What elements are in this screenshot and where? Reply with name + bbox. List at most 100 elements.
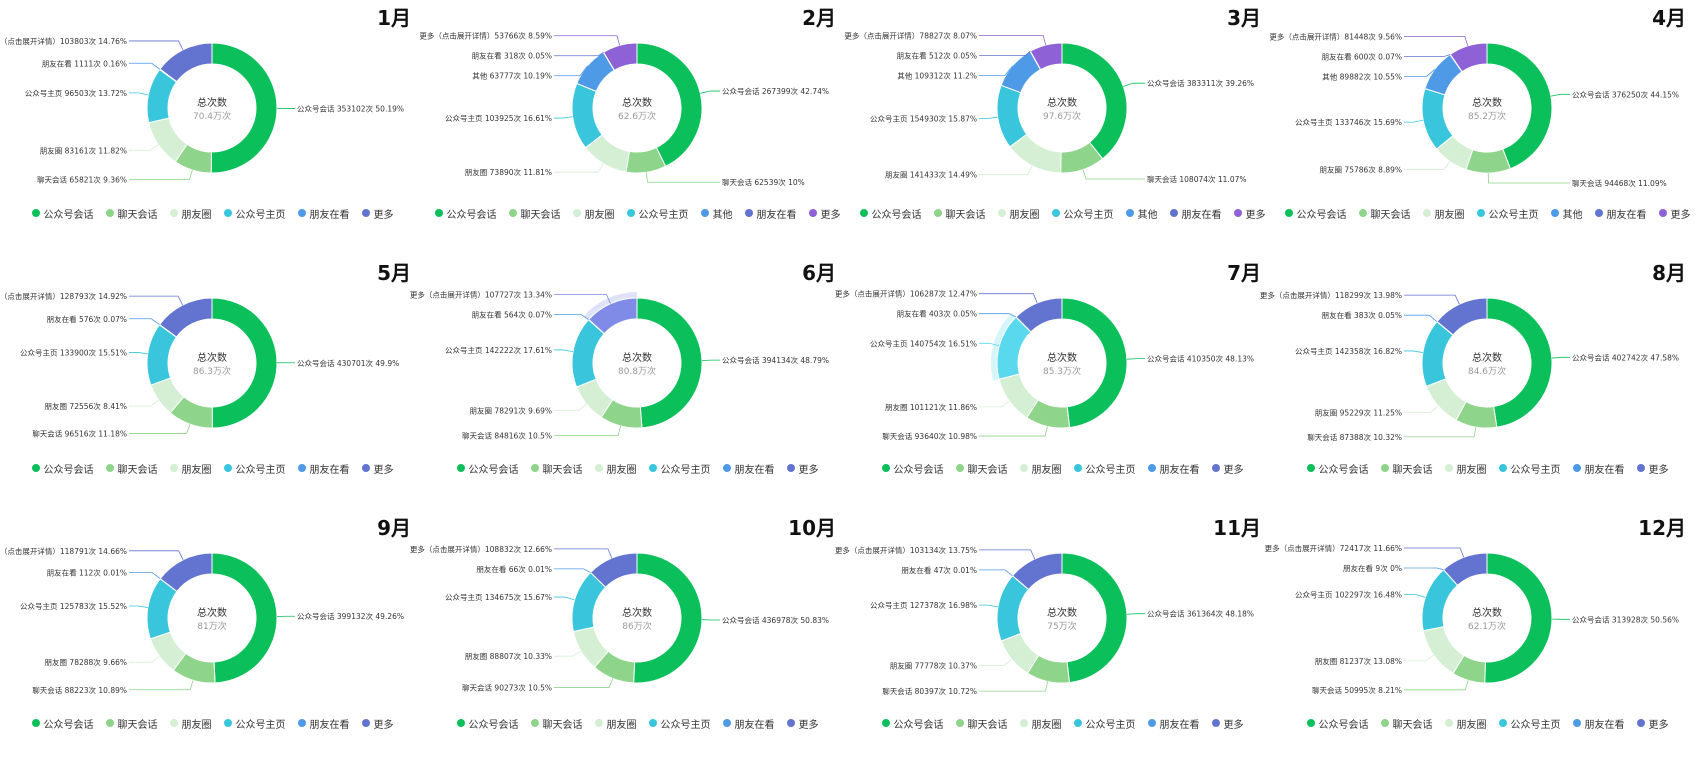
legend-item[interactable]: 公众号主页 — [1051, 206, 1114, 221]
donut-slice[interactable] — [1442, 552, 1488, 587]
donut-slice[interactable] — [1015, 297, 1063, 333]
donut-slice[interactable] — [159, 42, 213, 83]
legend-item[interactable]: 公众号会话 — [434, 206, 497, 221]
legend-item[interactable]: 其他 — [1125, 206, 1158, 221]
legend-item[interactable]: 朋友在看 — [1147, 461, 1200, 476]
donut-slice[interactable] — [636, 297, 703, 429]
legend-item[interactable]: 聊天会话 — [1358, 206, 1411, 221]
legend-item[interactable]: 公众号会话 — [456, 716, 519, 731]
legend-item[interactable]: 聊天会话 — [105, 461, 158, 476]
legend-item[interactable]: 聊天会话 — [955, 716, 1008, 731]
legend-item[interactable]: 朋友在看 — [1169, 206, 1222, 221]
legend-item[interactable]: 公众号会话 — [1284, 206, 1347, 221]
legend-item[interactable]: 聊天会话 — [955, 461, 1008, 476]
legend-item[interactable]: 朋友在看 — [722, 716, 775, 731]
legend-item[interactable]: 公众号主页 — [223, 716, 286, 731]
legend-item[interactable]: 更多 — [786, 461, 819, 476]
legend-item[interactable]: 朋友在看 — [722, 461, 775, 476]
legend-item[interactable]: 公众号会话 — [1306, 461, 1369, 476]
legend-item[interactable]: 公众号会话 — [31, 716, 94, 731]
donut-slice[interactable] — [1449, 42, 1488, 73]
legend-item[interactable]: 更多 — [1211, 461, 1244, 476]
legend-item[interactable]: 朋友圈 — [1019, 716, 1062, 731]
legend-item[interactable]: 朋友圈 — [169, 461, 212, 476]
donut-slice[interactable] — [1011, 552, 1063, 591]
legend-item[interactable]: 朋友圈 — [594, 716, 637, 731]
donut-slice[interactable] — [1436, 297, 1488, 336]
legend-item[interactable]: 朋友圈 — [1444, 716, 1487, 731]
legend-item[interactable]: 朋友圈 — [1019, 461, 1062, 476]
legend-item[interactable]: 朋友圈 — [997, 206, 1040, 221]
legend-item[interactable]: 更多 — [361, 206, 394, 221]
legend-item[interactable]: 聊天会话 — [530, 461, 583, 476]
donut-slice[interactable] — [1029, 42, 1063, 71]
donut-slice[interactable] — [211, 297, 278, 429]
legend-item[interactable]: 聊天会话 — [1380, 461, 1433, 476]
legend-item[interactable]: 其他 — [700, 206, 733, 221]
legend-item[interactable]: 朋友在看 — [1572, 716, 1625, 731]
legend-item[interactable]: 其他 — [1550, 206, 1583, 221]
legend-item[interactable]: 公众号会话 — [31, 461, 94, 476]
donut-slice[interactable] — [210, 42, 278, 174]
legend-item[interactable]: 公众号主页 — [1498, 461, 1561, 476]
donut-slice[interactable] — [1061, 552, 1128, 684]
legend-item[interactable]: 更多 — [361, 716, 394, 731]
donut-slice[interactable] — [1465, 148, 1511, 174]
legend-item[interactable]: 更多 — [786, 716, 819, 731]
donut-slice[interactable] — [1422, 626, 1465, 675]
legend-item[interactable]: 更多 — [1658, 206, 1691, 221]
donut-slice[interactable] — [571, 82, 603, 149]
legend-item[interactable]: 聊天会话 — [508, 206, 561, 221]
legend-item[interactable]: 朋友圈 — [169, 716, 212, 731]
legend-item[interactable]: 朋友在看 — [744, 206, 797, 221]
donut-slice[interactable] — [1421, 87, 1454, 150]
donut-slice[interactable] — [211, 552, 278, 684]
legend-item[interactable]: 公众号主页 — [223, 461, 286, 476]
legend-item[interactable]: 聊天会话 — [105, 716, 158, 731]
legend-item[interactable]: 朋友在看 — [297, 461, 350, 476]
legend-item[interactable]: 公众号主页 — [1476, 206, 1539, 221]
donut-slice[interactable] — [633, 552, 703, 684]
legend-item[interactable]: 公众号会话 — [31, 206, 94, 221]
donut-slice[interactable] — [996, 84, 1028, 148]
legend-item[interactable]: 聊天会话 — [933, 206, 986, 221]
legend-item[interactable]: 朋友在看 — [1572, 461, 1625, 476]
legend-item[interactable]: 公众号会话 — [859, 206, 922, 221]
legend-item[interactable]: 更多 — [808, 206, 841, 221]
legend-item[interactable]: 更多 — [1636, 716, 1669, 731]
legend-item[interactable]: 更多 — [361, 461, 394, 476]
legend-item[interactable]: 朋友圈 — [1444, 461, 1487, 476]
legend-item[interactable]: 更多 — [1233, 206, 1266, 221]
legend-item[interactable]: 朋友圈 — [572, 206, 615, 221]
legend-item[interactable]: 朋友在看 — [1594, 206, 1647, 221]
legend-item[interactable]: 更多 — [1636, 461, 1669, 476]
legend-item[interactable]: 朋友在看 — [297, 716, 350, 731]
donut-slice[interactable] — [589, 552, 638, 588]
legend-item[interactable]: 公众号主页 — [648, 461, 711, 476]
donut-slice[interactable] — [602, 42, 638, 71]
legend-item[interactable]: 朋友圈 — [594, 461, 637, 476]
donut-slice[interactable] — [159, 552, 213, 593]
legend-item[interactable]: 聊天会话 — [1380, 716, 1433, 731]
legend-item[interactable]: 公众号会话 — [881, 461, 944, 476]
donut-slice[interactable] — [587, 297, 638, 335]
donut-slice[interactable] — [158, 297, 213, 338]
legend-item[interactable]: 聊天会话 — [530, 716, 583, 731]
donut-slice[interactable] — [1061, 297, 1128, 429]
legend-item[interactable]: 公众号主页 — [648, 716, 711, 731]
legend-item[interactable]: 公众号主页 — [223, 206, 286, 221]
legend-item[interactable]: 更多 — [1211, 716, 1244, 731]
legend-item[interactable]: 聊天会话 — [105, 206, 158, 221]
legend-item[interactable]: 公众号主页 — [1498, 716, 1561, 731]
legend-item[interactable]: 公众号主页 — [626, 206, 689, 221]
legend-item[interactable]: 公众号主页 — [1073, 461, 1136, 476]
legend-item[interactable]: 朋友圈 — [169, 206, 212, 221]
legend-item[interactable]: 朋友在看 — [297, 206, 350, 221]
legend-item[interactable]: 公众号主页 — [1073, 716, 1136, 731]
legend-item[interactable]: 朋友在看 — [1147, 716, 1200, 731]
legend-item[interactable]: 朋友圈 — [1422, 206, 1465, 221]
legend-item[interactable]: 公众号会话 — [881, 716, 944, 731]
donut-slice[interactable] — [1486, 297, 1553, 428]
donut-slice[interactable] — [1484, 552, 1553, 684]
legend-item[interactable]: 公众号会话 — [456, 461, 519, 476]
